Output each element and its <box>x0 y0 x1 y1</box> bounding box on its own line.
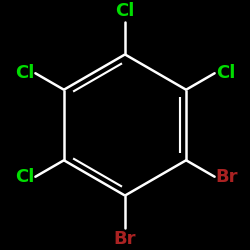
Text: Cl: Cl <box>15 168 34 186</box>
Text: Cl: Cl <box>115 2 135 20</box>
Text: Cl: Cl <box>15 64 34 82</box>
Text: Br: Br <box>216 168 238 186</box>
Text: Cl: Cl <box>216 64 235 82</box>
Text: Br: Br <box>114 230 136 248</box>
